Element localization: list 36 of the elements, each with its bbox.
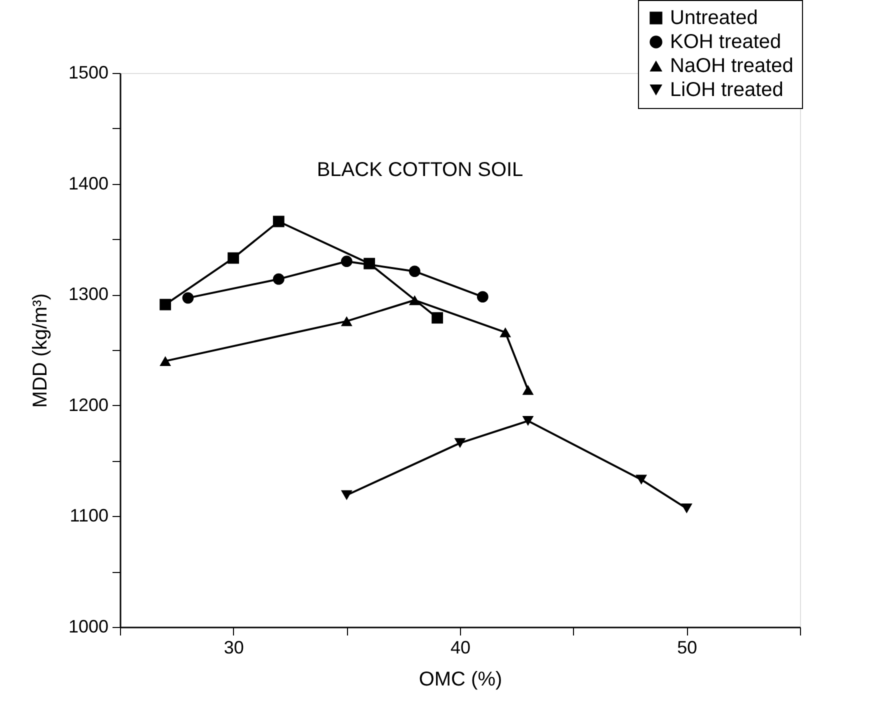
point — [636, 474, 648, 485]
point — [680, 504, 692, 514]
y-tick-label: 1300 — [68, 284, 108, 304]
point — [340, 316, 352, 326]
point — [160, 356, 172, 366]
point — [272, 216, 284, 228]
y-tick-label: 1200 — [68, 394, 108, 415]
point — [408, 295, 420, 306]
point — [408, 266, 420, 278]
point — [272, 273, 284, 285]
x-tick-label: 40 — [450, 638, 471, 658]
x-tick-label: 30 — [224, 638, 244, 658]
legend-label: NaOH treated — [670, 55, 794, 77]
legend-label: Untreated — [670, 7, 758, 29]
point — [364, 258, 376, 270]
x-tick-label: 50 — [677, 638, 698, 658]
point — [432, 312, 444, 324]
y-tick-label: 1400 — [68, 173, 108, 194]
legend-label: LiOH treated — [670, 79, 784, 101]
y-tick-label: 1000 — [68, 616, 108, 636]
text: BLACK COTTON SOIL — [316, 159, 524, 181]
point — [476, 291, 488, 303]
point — [522, 416, 534, 426]
point — [500, 327, 512, 338]
point — [182, 292, 194, 304]
point — [340, 256, 352, 268]
point — [522, 384, 534, 395]
point — [160, 298, 172, 310]
y-tick-label: 1100 — [70, 506, 108, 526]
point — [340, 490, 352, 500]
point — [228, 252, 240, 264]
point — [454, 438, 466, 448]
y-tick-label: 1500 — [68, 62, 108, 82]
legend-label: KOH treated — [670, 31, 782, 53]
x-axis-title: OMC (%) — [418, 668, 502, 690]
y-axis-title: MDD (kg/m³) — [29, 293, 52, 408]
